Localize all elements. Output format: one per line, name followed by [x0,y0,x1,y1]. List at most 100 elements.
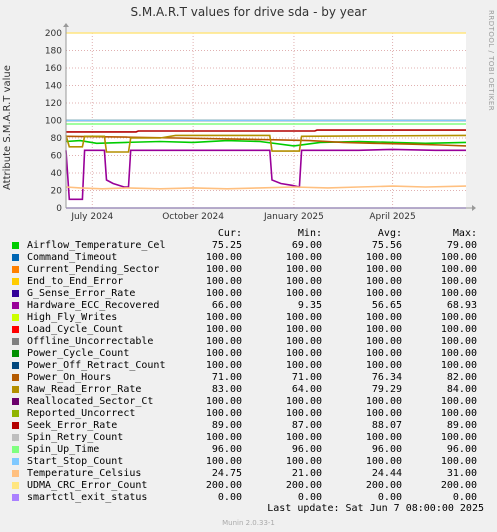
legend-row: Load_Cycle_Count 100.00 100.00 100.00 100.00 [12,324,482,336]
legend-series-name: High_Fly_Writes [27,312,118,323]
legend-cur-value: 100.00 [205,312,242,323]
series-line-Raw_Read_Error_Rate [65,134,467,153]
legend-cur-value: 66.00 [211,300,242,311]
legend-min-value: 100.00 [285,252,322,263]
legend-series-name: UDMA_CRC_Error_Count [27,480,148,491]
legend-avg-value: 75.56 [371,240,402,251]
legend-cur-value: 100.00 [205,348,242,359]
legend-series-name: Seek_Error_Rate [27,420,118,431]
legend-row: Power_Off_Retract_Count 100.00 100.00 100.0… [12,360,482,372]
legend-min-value: 9.35 [297,300,322,311]
legend-min-value: 96.00 [291,444,322,455]
legend-max-value: 100.00 [440,456,477,467]
legend-row: smartctl_exit_status 0.00 0.00 0.00 0.00 [12,492,482,504]
legend-max-value: 82.00 [446,372,477,383]
legend-min-value: 100.00 [285,264,322,275]
legend-max-value: 100.00 [440,252,477,263]
legend-series-name: Power_On_Hours [27,372,112,383]
legend-swatch [12,494,19,501]
legend-cur-value: 0.00 [217,492,242,503]
legend-max-value: 100.00 [440,324,477,335]
legend-series-name: Airflow_Temperature_Cel [27,240,166,251]
legend-cur-value: 100.00 [205,456,242,467]
legend-max-value: 100.00 [440,276,477,287]
legend-max-value: 96.00 [446,444,477,455]
legend-row: Start_Stop_Count 100.00 100.00 100.00 100.00 [12,456,482,468]
legend-series-name: smartctl_exit_status [27,492,148,503]
y-tick-label-180: 180 [45,47,62,57]
legend-max-value: 100.00 [440,264,477,275]
legend-row: Seek_Error_Rate 89.00 87.00 88.07 89.00 [12,420,482,432]
legend-avg-value: 79.29 [371,384,402,395]
legend-min-value: 100.00 [285,396,322,407]
legend-series-name: Current_Pending_Sector [27,264,160,275]
series-line-Seek_Error_Rate [66,129,466,133]
legend-swatch [12,254,19,261]
legend-min-value: 100.00 [285,432,322,443]
legend-max-value: 100.00 [440,396,477,407]
x-tick-label-3: April 2025 [369,212,415,222]
legend-max-value: 100.00 [440,312,477,323]
legend-series-name: Start_Stop_Count [27,456,124,467]
legend-avg-value: 100.00 [365,252,402,263]
legend-swatch [12,386,19,393]
legend-min-value: 100.00 [285,360,322,371]
legend-series-name: Raw_Read_Error_Rate [27,384,142,395]
legend-cur-value: 24.75 [211,468,242,479]
legend-avg-value: 100.00 [365,432,402,443]
legend-cur-value: 100.00 [205,396,242,407]
legend-min-value: 64.00 [291,384,322,395]
series-line-Temperature_Celsius [65,185,467,190]
legend-cur-value: 75.25 [211,240,242,251]
legend-cur-value: 100.00 [205,276,242,287]
legend-min-value: 69.00 [291,240,322,251]
series-line-Airflow_Temperature_Cel [65,139,467,147]
x-tick-label-0: July 2024 [70,212,113,222]
legend-avg-value: 88.07 [371,420,402,431]
legend-avg-value: 56.65 [371,300,402,311]
legend-series-name: Spin_Retry_Count [27,432,124,443]
legend-max-value: 89.00 [446,420,477,431]
legend-row: Reported_Uncorrect 100.00 100.00 100.00 100.… [12,408,482,420]
legend-row: Reallocated_Sector_Ct 100.00 100.00 100.00 1… [12,396,482,408]
legend-max-value: 100.00 [440,408,477,419]
legend-cur-value: 83.00 [211,384,242,395]
x-axis-arrow [472,205,476,211]
legend-cur-value: 89.00 [211,420,242,431]
legend-min-value: 71.00 [291,372,322,383]
legend-header-avg: Avg: [377,228,402,239]
munin-footer: Munin 2.0.33-1 [222,519,275,527]
legend-min-value: 100.00 [285,324,322,335]
legend-swatch [12,290,19,297]
legend-avg-value: 100.00 [365,264,402,275]
legend-series-name: Power_Off_Retract_Count [27,360,166,371]
legend-row: Command_Timeout 100.00 100.00 100.00 100.00 [12,252,482,264]
legend-row: Power_Cycle_Count 100.00 100.00 100.00 100.0… [12,348,482,360]
legend-max-value: 84.00 [446,384,477,395]
legend-series-name: Spin_Up_Time [27,444,100,455]
legend-min-value: 100.00 [285,288,322,299]
legend-swatch [12,362,19,369]
x-tick-label-1: October 2024 [162,212,224,222]
legend-series-name: Temperature_Celsius [27,468,142,479]
legend-avg-value: 96.00 [371,444,402,455]
y-tick-label-160: 160 [45,64,62,74]
y-axis-arrow [63,23,69,27]
chart-area: July 2024 October 2024 January 2025 April 2… [45,23,476,222]
legend-cur-value: 100.00 [205,360,242,371]
legend-min-value: 200.00 [285,480,322,491]
legend-avg-value: 100.00 [365,348,402,359]
legend-cur-value: 96.00 [211,444,242,455]
legend-max-value: 0.00 [452,492,477,503]
legend-swatch [12,350,19,357]
legend-swatch [12,410,19,417]
legend-header-max: Max: [452,228,477,239]
legend-series-name: Command_Timeout [27,252,118,263]
legend-min-value: 21.00 [291,468,322,479]
last-update: Last update: Sat Jun 7 08:00:00 2025 [267,503,484,514]
legend-swatch [12,278,19,285]
legend-series-name: End_to_End_Error [27,276,124,287]
legend-max-value: 100.00 [440,432,477,443]
y-tick-label-200: 200 [45,29,62,39]
legend-swatch [12,398,19,405]
